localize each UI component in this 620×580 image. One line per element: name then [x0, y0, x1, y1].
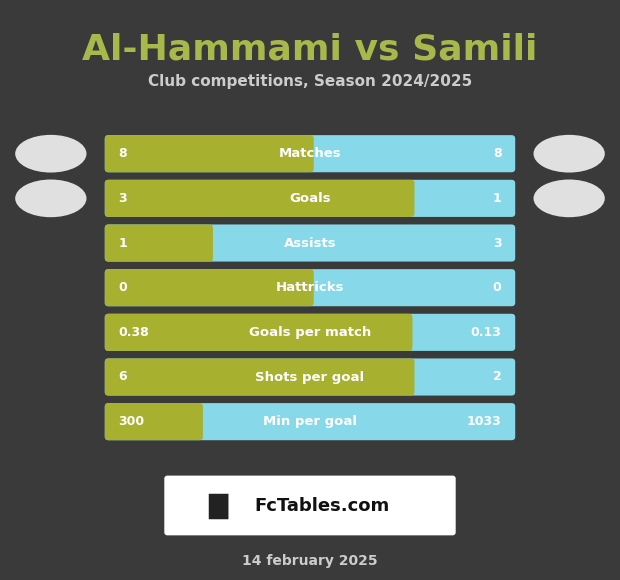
- Ellipse shape: [16, 179, 87, 217]
- FancyBboxPatch shape: [105, 403, 515, 440]
- Text: 1: 1: [118, 237, 127, 249]
- Text: 6: 6: [118, 371, 127, 383]
- Text: █: █: [208, 493, 228, 519]
- FancyBboxPatch shape: [105, 135, 314, 172]
- Text: 8: 8: [118, 147, 127, 160]
- FancyBboxPatch shape: [105, 358, 515, 396]
- FancyBboxPatch shape: [105, 180, 415, 217]
- Text: 8: 8: [493, 147, 502, 160]
- Text: 3: 3: [118, 192, 127, 205]
- FancyBboxPatch shape: [164, 476, 456, 535]
- Text: 1: 1: [493, 192, 502, 205]
- Ellipse shape: [16, 135, 87, 173]
- FancyBboxPatch shape: [105, 314, 515, 351]
- Text: Min per goal: Min per goal: [263, 415, 357, 428]
- Text: 14 february 2025: 14 february 2025: [242, 554, 378, 568]
- FancyBboxPatch shape: [105, 358, 415, 396]
- Text: Goals: Goals: [289, 192, 331, 205]
- FancyBboxPatch shape: [105, 224, 515, 262]
- Text: 0: 0: [118, 281, 127, 294]
- Text: Assists: Assists: [284, 237, 336, 249]
- Text: Hattricks: Hattricks: [276, 281, 344, 294]
- Text: Shots per goal: Shots per goal: [255, 371, 365, 383]
- FancyBboxPatch shape: [105, 224, 213, 262]
- Text: Al-Hammami vs Samili: Al-Hammami vs Samili: [82, 32, 538, 66]
- FancyBboxPatch shape: [105, 269, 314, 306]
- Text: 1033: 1033: [467, 415, 502, 428]
- Text: Matches: Matches: [278, 147, 342, 160]
- Text: 3: 3: [493, 237, 502, 249]
- Text: 0: 0: [493, 281, 502, 294]
- FancyBboxPatch shape: [105, 314, 412, 351]
- Text: 0.13: 0.13: [471, 326, 502, 339]
- FancyBboxPatch shape: [105, 180, 515, 217]
- Text: 2: 2: [493, 371, 502, 383]
- Text: Goals per match: Goals per match: [249, 326, 371, 339]
- Text: Club competitions, Season 2024/2025: Club competitions, Season 2024/2025: [148, 74, 472, 89]
- Ellipse shape: [533, 179, 604, 217]
- Text: 0.38: 0.38: [118, 326, 149, 339]
- FancyBboxPatch shape: [105, 135, 515, 172]
- FancyBboxPatch shape: [105, 403, 203, 440]
- Ellipse shape: [533, 135, 604, 173]
- FancyBboxPatch shape: [105, 269, 515, 306]
- Text: FcTables.com: FcTables.com: [255, 496, 390, 515]
- Text: 300: 300: [118, 415, 144, 428]
